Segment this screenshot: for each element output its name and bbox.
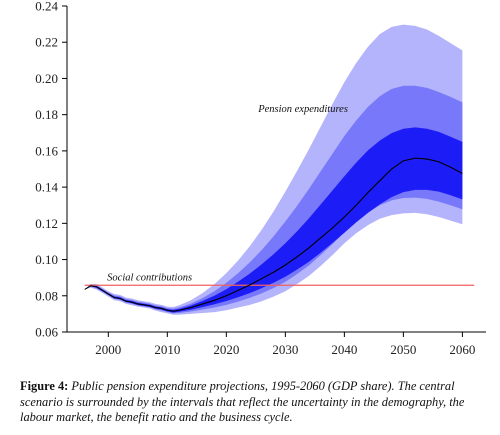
x-tick-label: 2060 xyxy=(449,342,475,357)
figure-caption: Figure 4: Public pension expenditure pro… xyxy=(20,379,486,426)
x-tick-label: 2000 xyxy=(95,342,121,357)
uncertainty-band-inner xyxy=(84,127,463,313)
y-tick-label: 0.22 xyxy=(35,35,58,50)
x-tick-label: 2030 xyxy=(272,342,298,357)
uncertainty-bands xyxy=(84,24,463,315)
y-tick-label: 0.12 xyxy=(35,216,58,231)
y-tick-label: 0.24 xyxy=(35,0,58,14)
pension-central-line xyxy=(84,157,463,312)
chart-axes: 0.06 0.08 0.10 0.12 0.14 0.16 0.18 0.20 0.22 0.24… xyxy=(35,0,486,357)
y-tick-label: 0.10 xyxy=(35,252,58,267)
y-tick-label: 0.14 xyxy=(35,180,58,195)
figure-caption-label: Figure 4: xyxy=(20,379,69,393)
chart-labels: Pension expenditures Social contributions xyxy=(107,104,348,283)
x-tick-label: 2040 xyxy=(331,342,357,357)
uncertainty-band-outer xyxy=(84,24,463,315)
figure-caption-text: Public pension expenditure projections, … xyxy=(20,379,465,424)
y-tick-label: 0.08 xyxy=(35,288,58,303)
y-tick-label: 0.20 xyxy=(35,71,58,86)
x-tick-label: 2020 xyxy=(213,342,239,357)
y-tick-label: 0.18 xyxy=(35,107,58,122)
pension-expenditures-label: Pension expenditures xyxy=(257,104,348,115)
uncertainty-band-middle xyxy=(84,85,463,314)
x-tick-label: 2050 xyxy=(390,342,416,357)
y-tick-label: 0.16 xyxy=(35,143,58,158)
x-tick-label: 2010 xyxy=(154,342,180,357)
social-contributions-label: Social contributions xyxy=(107,272,192,283)
pension-projection-chart: 0.06 0.08 0.10 0.12 0.14 0.16 0.18 0.20 0.22 0.24… xyxy=(35,0,486,357)
chart-lines xyxy=(84,157,475,312)
y-tick-label: 0.06 xyxy=(35,325,58,340)
